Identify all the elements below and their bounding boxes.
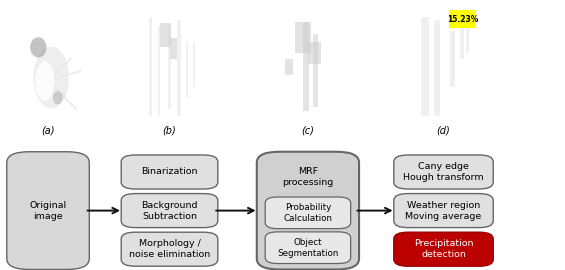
- FancyBboxPatch shape: [121, 194, 218, 228]
- Text: (c): (c): [302, 126, 314, 136]
- Bar: [308, 42, 321, 64]
- Bar: [285, 59, 293, 75]
- Bar: [158, 26, 160, 116]
- FancyBboxPatch shape: [394, 194, 493, 228]
- FancyBboxPatch shape: [121, 232, 218, 266]
- Ellipse shape: [33, 47, 69, 108]
- Bar: [177, 21, 181, 116]
- Bar: [149, 17, 152, 116]
- Text: (a): (a): [41, 126, 55, 136]
- Text: Morphology /
noise elimination: Morphology / noise elimination: [129, 239, 210, 259]
- FancyBboxPatch shape: [265, 197, 351, 229]
- FancyBboxPatch shape: [257, 152, 359, 269]
- Text: (d): (d): [437, 126, 450, 136]
- FancyBboxPatch shape: [394, 232, 493, 266]
- Text: Background
Subtraction: Background Subtraction: [141, 201, 198, 221]
- Text: Object
Segmentation: Object Segmentation: [277, 238, 338, 258]
- Bar: [160, 23, 171, 47]
- Text: Binarization: Binarization: [141, 167, 198, 177]
- Bar: [303, 22, 309, 111]
- FancyBboxPatch shape: [121, 155, 218, 189]
- Bar: [313, 34, 318, 107]
- Bar: [449, 10, 476, 28]
- Bar: [186, 42, 188, 98]
- Bar: [460, 19, 464, 59]
- Bar: [434, 21, 440, 116]
- Text: Probability
Calculation: Probability Calculation: [284, 203, 332, 223]
- Ellipse shape: [53, 91, 63, 104]
- FancyBboxPatch shape: [394, 155, 493, 189]
- Bar: [450, 31, 455, 86]
- Bar: [193, 42, 195, 86]
- Bar: [168, 25, 171, 109]
- Bar: [421, 17, 429, 116]
- Text: Cany edge
Hough transform: Cany edge Hough transform: [403, 162, 484, 182]
- FancyBboxPatch shape: [265, 232, 351, 264]
- Bar: [170, 38, 177, 59]
- Ellipse shape: [35, 61, 55, 100]
- Text: Original
image: Original image: [29, 201, 67, 221]
- Text: Precipitation
detection: Precipitation detection: [414, 239, 473, 259]
- Text: Weather region
Moving average: Weather region Moving average: [406, 201, 481, 221]
- Bar: [466, 25, 469, 53]
- Text: 15.23%: 15.23%: [447, 15, 478, 24]
- Ellipse shape: [30, 37, 46, 58]
- Text: MRF
processing: MRF processing: [282, 167, 333, 187]
- Text: (b): (b): [163, 126, 176, 136]
- Bar: [295, 22, 311, 53]
- FancyBboxPatch shape: [7, 152, 89, 269]
